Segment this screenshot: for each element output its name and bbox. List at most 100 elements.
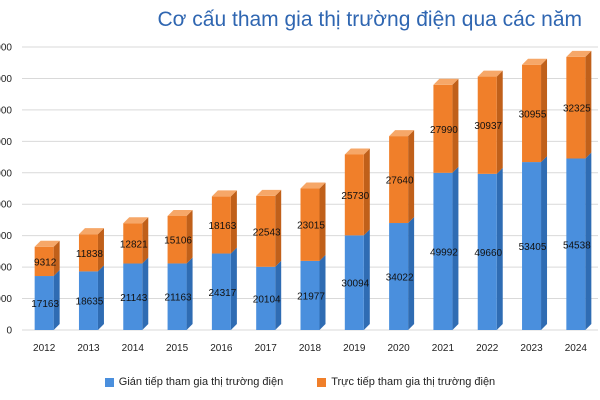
bar-side: [585, 50, 592, 159]
data-label: 11838: [76, 249, 104, 260]
bar-top: [167, 209, 193, 216]
data-label: 9312: [34, 257, 57, 268]
bar: [522, 64, 542, 163]
data-label: 25730: [341, 191, 369, 202]
data-label: 30937: [474, 121, 502, 132]
y-tick-label: 10000: [0, 294, 12, 305]
bar: [433, 172, 453, 330]
x-tick-label: 2019: [343, 343, 366, 354]
bar-top: [389, 130, 415, 137]
bar-side: [496, 70, 503, 174]
bar-side: [97, 265, 104, 330]
bar-side: [541, 156, 548, 330]
bar: [389, 223, 409, 330]
data-label: 27640: [386, 176, 414, 187]
x-tick-label: 2020: [387, 343, 410, 354]
data-label: 12821: [120, 239, 148, 250]
data-label: 21977: [297, 291, 325, 302]
bar-side: [97, 228, 104, 272]
y-tick-label: 30000: [0, 231, 12, 242]
bar: [256, 266, 276, 330]
legend-label-direct: Trực tiếp tham gia thị trường điện: [331, 376, 496, 388]
data-label: 18163: [208, 221, 236, 232]
bar: [300, 260, 320, 330]
bar-side: [275, 260, 282, 330]
x-tick-label: 2023: [520, 343, 543, 354]
bar: [344, 154, 364, 236]
x-tick-label: 2014: [122, 343, 145, 354]
bar-side: [363, 229, 370, 330]
bar-side: [319, 254, 326, 330]
bar-top: [477, 70, 503, 77]
bar: [211, 196, 231, 254]
bar: [256, 195, 276, 267]
x-tick-label: 2018: [299, 343, 322, 354]
legend: Gián tiếp tham gia thị trường điện Trực …: [0, 376, 600, 388]
bar: [34, 246, 54, 277]
bar: [344, 235, 364, 330]
bar: [123, 263, 143, 330]
data-label: 20104: [253, 294, 281, 305]
bar-side: [319, 182, 326, 261]
data-label: 24317: [208, 288, 236, 299]
data-label: 32325: [563, 104, 591, 115]
chart-title: Cơ cấu tham gia thị trường điện qua các …: [157, 8, 582, 31]
bar-top: [522, 58, 548, 65]
bar-top: [256, 189, 282, 196]
bar-side: [186, 257, 193, 330]
data-label: 49660: [474, 248, 502, 259]
bar-side: [142, 257, 149, 330]
data-label: 53405: [519, 242, 547, 253]
bar-top: [211, 190, 237, 197]
bar-top: [123, 217, 149, 224]
bar-top: [34, 240, 60, 247]
data-label: 18635: [76, 297, 104, 308]
bar-side: [452, 166, 459, 330]
legend-item-indirect: Gián tiếp tham gia thị trường điện: [104, 376, 284, 388]
bar-side: [452, 78, 459, 173]
y-tick-label: 90000: [0, 43, 12, 54]
bar-side: [496, 167, 503, 330]
bar-side: [142, 217, 149, 264]
bar: [34, 276, 54, 330]
bar: [566, 56, 586, 159]
data-label: 54538: [563, 240, 591, 251]
data-label: 23015: [297, 221, 325, 232]
y-tick-label: 50000: [0, 168, 12, 179]
data-label: 49992: [430, 247, 458, 258]
x-tick-label: 2013: [77, 343, 100, 354]
y-tick-label: 70000: [0, 105, 12, 116]
bar-side: [230, 247, 237, 330]
x-tick-label: 2016: [210, 343, 233, 354]
x-tick-label: 2021: [432, 343, 455, 354]
x-tick-label: 2024: [565, 343, 588, 354]
bar-top: [344, 148, 370, 155]
bar: [167, 215, 187, 264]
bar: [522, 162, 542, 330]
bar: [167, 263, 187, 330]
y-tick-label: 80000: [0, 74, 12, 85]
data-label: 30094: [341, 279, 369, 290]
data-label: 15106: [164, 236, 192, 247]
bar-side: [408, 217, 415, 330]
legend-item-direct: Trực tiếp tham gia thị trường điện: [317, 376, 495, 388]
x-tick-label: 2015: [166, 343, 189, 354]
data-label: 17163: [31, 299, 59, 310]
bar-side: [53, 270, 60, 330]
bar-side: [53, 240, 60, 277]
bar: [566, 158, 586, 330]
data-label: 22543: [253, 227, 281, 238]
legend-label-indirect: Gián tiếp tham gia thị trường điện: [118, 376, 284, 388]
bar: [433, 84, 453, 173]
y-tick-label: 0: [6, 326, 12, 337]
bar-top: [433, 78, 459, 85]
y-tick-label: 20000: [0, 263, 12, 274]
bar-side: [363, 148, 370, 236]
bar-side: [585, 152, 592, 330]
data-label: 30955: [519, 109, 547, 120]
x-tick-label: 2017: [255, 343, 278, 354]
bar-top: [300, 182, 326, 189]
bar: [300, 188, 320, 261]
bar: [123, 223, 143, 264]
